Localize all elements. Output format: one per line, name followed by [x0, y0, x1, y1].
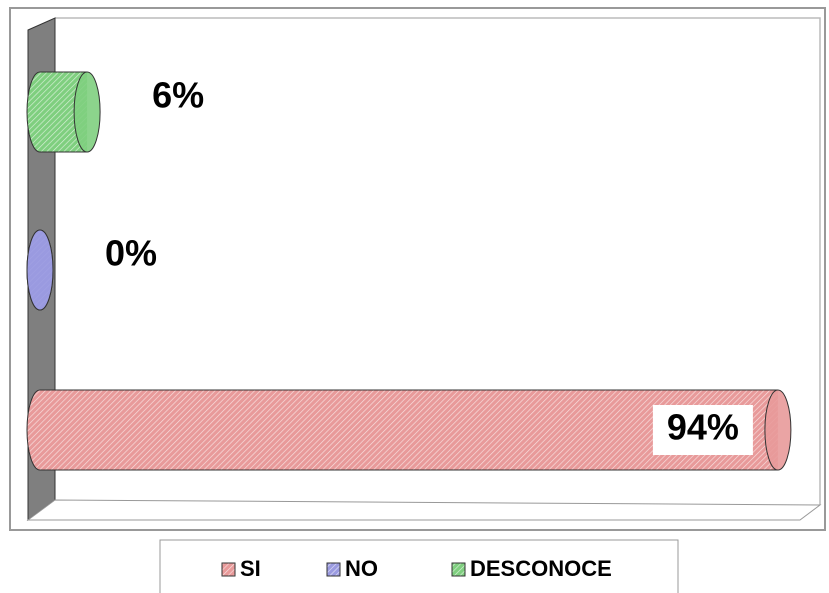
legend-swatch [326, 562, 341, 577]
value-label: 6% [152, 75, 204, 116]
legend-swatch [221, 562, 236, 577]
value-label: 94% [667, 407, 739, 448]
bar-end-cap [73, 71, 101, 153]
legend-box [159, 539, 679, 593]
bar-end-cap [26, 229, 54, 311]
legend-label: DESCONOCE [470, 556, 612, 581]
floor [26, 499, 822, 521]
value-label-bg [652, 405, 753, 455]
back-wall-edge [55, 17, 821, 505]
legend-label: SI [240, 556, 261, 581]
bar-end-cap [764, 389, 792, 471]
legend-swatch [451, 562, 466, 577]
value-label: 0% [105, 233, 157, 274]
legend-label: NO [345, 556, 378, 581]
